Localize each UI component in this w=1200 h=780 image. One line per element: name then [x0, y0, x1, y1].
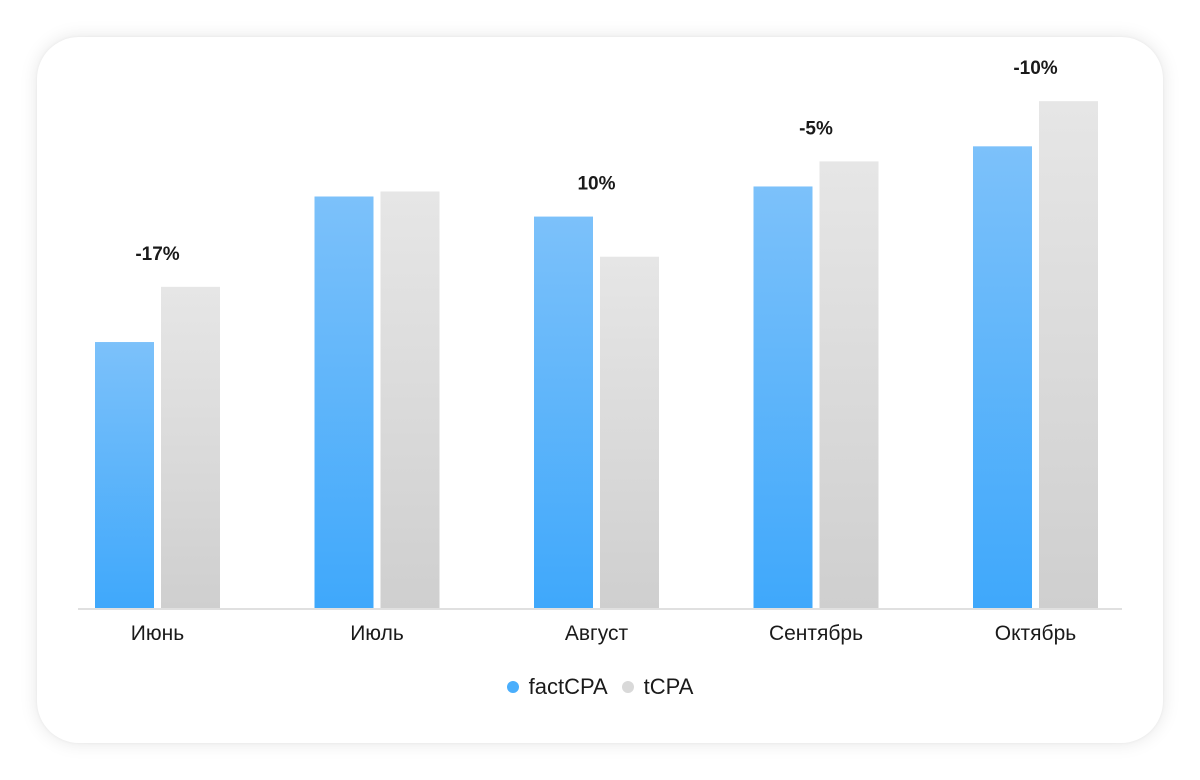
bar-tcpa-1 [380, 191, 440, 608]
legend-label-factcpa: factCPA [528, 674, 608, 699]
legend-dot-tcpa [621, 681, 634, 693]
legend-label-tcpa: tCPA [643, 674, 694, 699]
diff-percent-label: -5% [799, 118, 833, 139]
x-tick-label: Июль [350, 622, 404, 645]
bars-group [95, 101, 1098, 609]
x-tick-label: Октябрь [995, 622, 1076, 645]
legend: factCPA tCPA [0, 674, 1200, 700]
bar-factcpa-1 [314, 196, 374, 608]
bar-tcpa-3 [819, 161, 879, 608]
labels-group: Июнь -17% Июль Август 10% Сентябрь -5% Октябрь -… [131, 58, 1076, 645]
diff-percent-label: 10% [577, 174, 615, 195]
diff-percent-label: -10% [1013, 58, 1057, 79]
bar-factcpa-4 [973, 146, 1032, 608]
x-tick-label: Июнь [131, 622, 184, 645]
bar-tcpa-4 [1039, 101, 1098, 608]
diff-percent-label: -17% [135, 244, 179, 265]
bar-factcpa-2 [534, 216, 593, 608]
bar-tcpa-0 [161, 286, 220, 608]
x-tick-label: Август [565, 622, 629, 645]
legend-dot-factcpa [506, 681, 519, 693]
bar-factcpa-3 [753, 186, 813, 609]
legend-item-factcpa: factCPA [506, 674, 608, 700]
bar-tcpa-2 [600, 256, 659, 608]
x-tick-label: Сентябрь [769, 622, 863, 645]
legend-item-tcpa: tCPA [621, 674, 694, 700]
bar-factcpa-0 [95, 342, 154, 608]
